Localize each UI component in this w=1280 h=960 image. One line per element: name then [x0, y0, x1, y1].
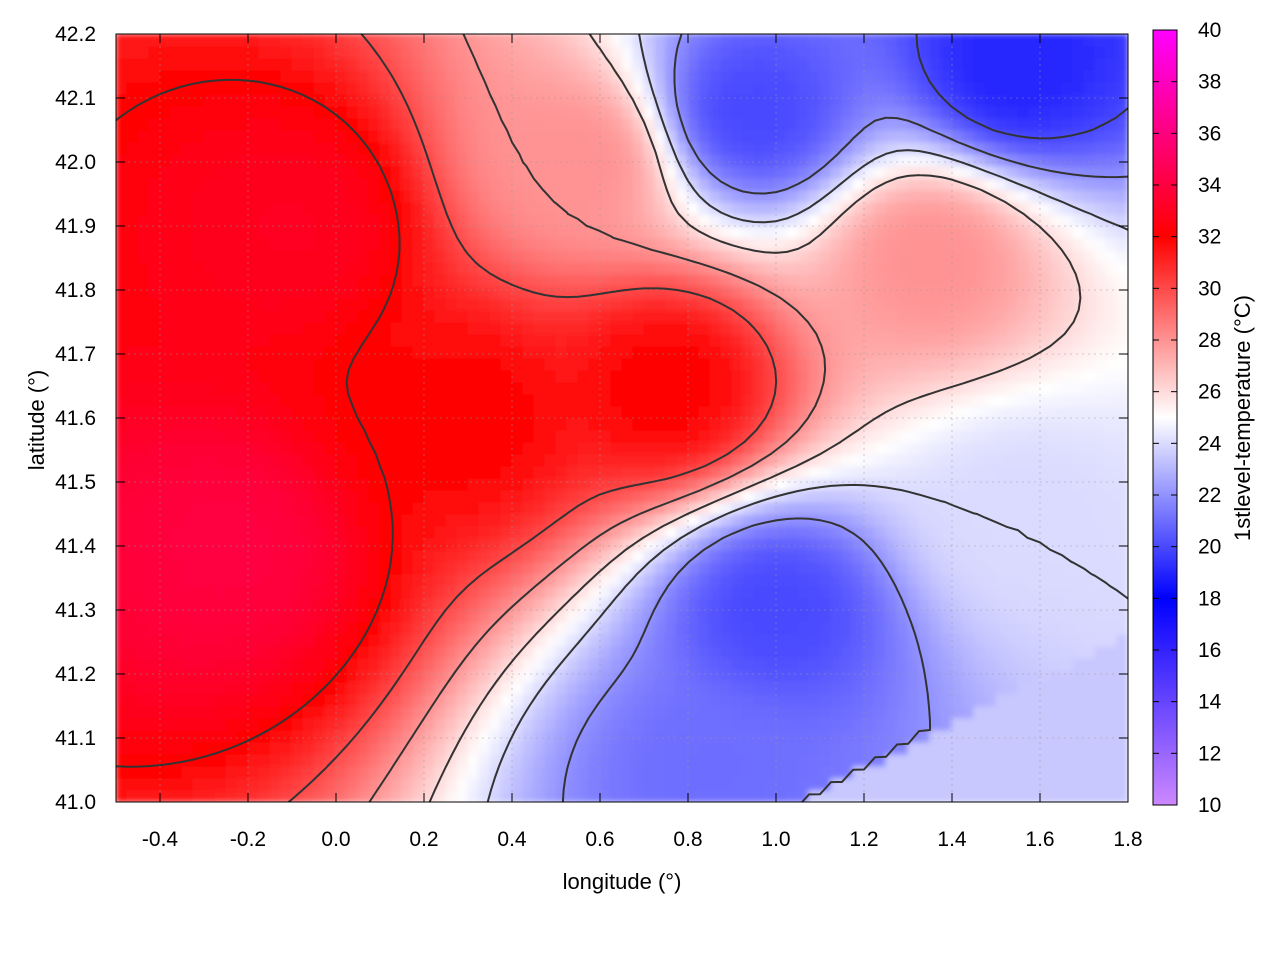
x-tick-label: -0.4 — [142, 828, 179, 851]
colorbar-tick-label: 12 — [1198, 742, 1221, 765]
colorbar-tick-label: 10 — [1198, 794, 1221, 817]
x-tick-label: 0.4 — [497, 828, 527, 851]
y-tick-label: 41.0 — [55, 791, 96, 814]
y-tick-label: 42.2 — [55, 23, 96, 46]
x-tick-label: 1.4 — [937, 828, 967, 851]
temperature-field — [116, 34, 1128, 802]
y-tick-label: 41.5 — [55, 471, 96, 494]
contour-22 — [561, 34, 1128, 802]
y-tick-label: 41.6 — [55, 407, 96, 430]
x-tick-label: -0.2 — [230, 828, 266, 851]
y-tick-label: 42.1 — [55, 87, 96, 110]
y-tick-label: 41.4 — [55, 535, 96, 558]
y-tick-label: 42.0 — [55, 151, 96, 174]
contour-30 — [287, 34, 778, 802]
y-axis-ticks: 41.0 41.1 41.2 41.3 41.4 41.5 41.6 41.7 41.8 41.9… — [55, 23, 1128, 814]
contour-24 — [486, 34, 1128, 802]
x-tick-label: 0.2 — [409, 828, 438, 851]
contour-lines — [116, 34, 1128, 802]
x-tick-label: 1.0 — [761, 828, 790, 851]
colorbar-tick-label: 16 — [1198, 639, 1221, 662]
y-axis-label: latitude (°) — [24, 370, 49, 471]
colorbar-tick-label: 36 — [1198, 122, 1221, 145]
y-tick-label: 41.2 — [55, 663, 96, 686]
x-axis-ticks: -0.4 -0.2 0.0 0.2 0.4 0.6 0.8 1.0 1.2 1.4 1.6 1.8 — [142, 34, 1143, 851]
colorbar-tick-label: 18 — [1198, 587, 1221, 610]
x-axis-label: longitude (°) — [563, 869, 682, 894]
colorbar-tick-label: 14 — [1198, 691, 1222, 714]
colorbar-tick-label: 28 — [1198, 329, 1221, 352]
colorbar-tick-label: 40 — [1198, 19, 1221, 42]
colorbar-label: 1stlevel-temperature (°C) — [1230, 295, 1255, 541]
colorbar-tick-label: 20 — [1198, 536, 1221, 559]
contour-20 — [915, 34, 1128, 140]
colorbar-tick-label: 38 — [1198, 71, 1221, 94]
x-tick-label: 1.2 — [849, 828, 878, 851]
colorbar-ticks: 10 12 14 16 18 20 22 24 26 28 30 32 34 36 38 40 — [1153, 19, 1222, 817]
x-tick-label: 1.8 — [1113, 828, 1142, 851]
y-tick-label: 41.7 — [55, 343, 96, 366]
x-tick-label: 0.8 — [673, 828, 702, 851]
grid-lines — [116, 34, 1128, 802]
contour-32 — [116, 78, 401, 768]
colorbar-tick-label: 30 — [1198, 277, 1221, 300]
x-tick-label: 0.0 — [321, 828, 350, 851]
colorbar-tick-label: 26 — [1198, 381, 1221, 404]
y-tick-label: 41.8 — [55, 279, 96, 302]
y-tick-label: 41.3 — [55, 599, 96, 622]
colorbar-tick-label: 24 — [1198, 432, 1222, 455]
x-tick-label: 1.6 — [1025, 828, 1054, 851]
x-tick-label: 0.6 — [585, 828, 614, 851]
colorbar-tick-label: 32 — [1198, 226, 1221, 249]
colorbar-tick-label: 22 — [1198, 484, 1221, 507]
y-tick-label: 41.9 — [55, 215, 96, 238]
contour-26 — [428, 34, 1082, 802]
contour-28 — [368, 34, 827, 802]
colorbar — [1152, 29, 1178, 806]
y-tick-label: 41.1 — [55, 727, 96, 750]
colorbar-tick-label: 34 — [1198, 174, 1222, 197]
